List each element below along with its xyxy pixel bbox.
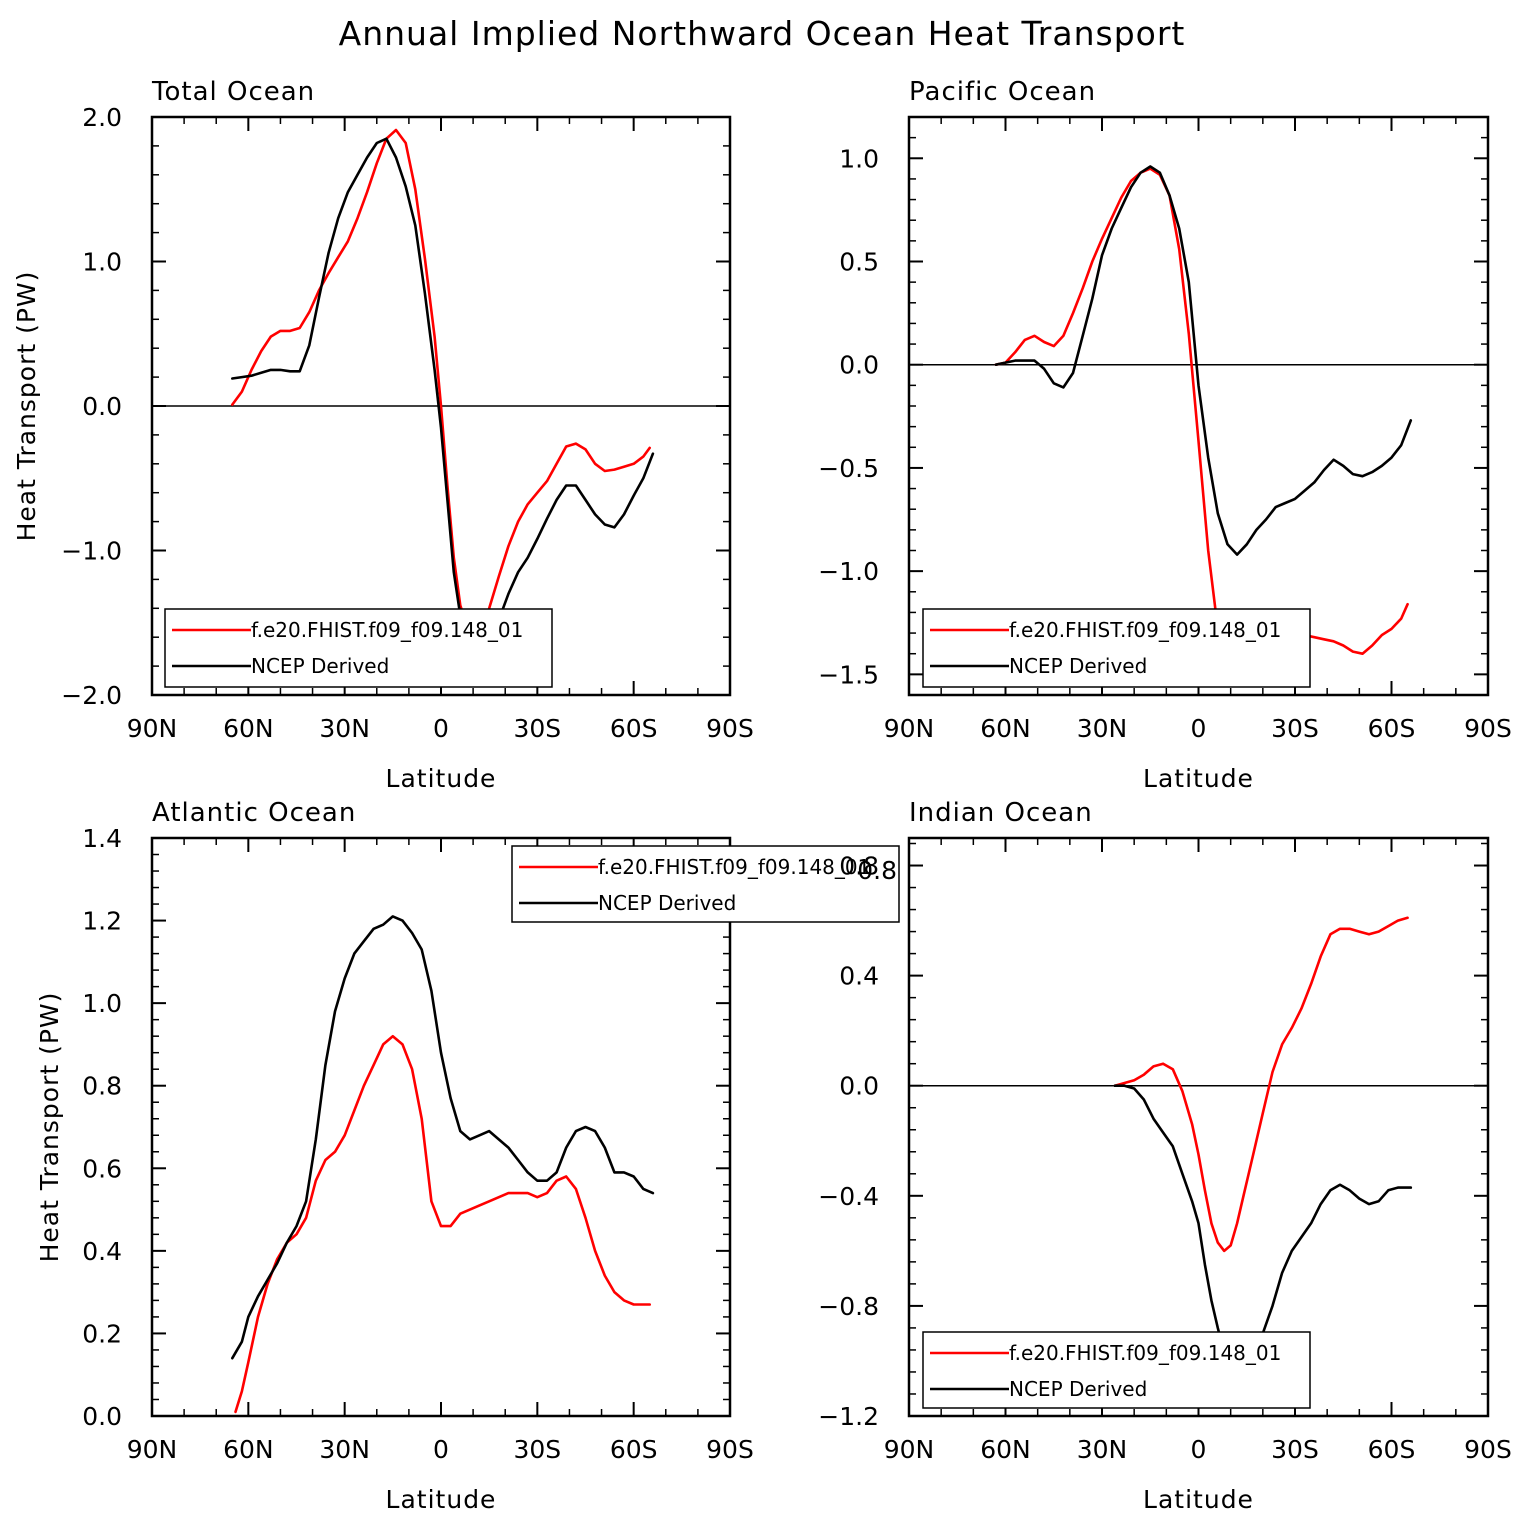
- y-tick-label: −1.5: [818, 660, 879, 689]
- x-tick-label: 60N: [980, 1435, 1031, 1464]
- y-tick-label: −0.8: [818, 1292, 879, 1321]
- x-tick-label: 60S: [1368, 1435, 1416, 1464]
- legend-box: [511, 845, 900, 923]
- x-tick-label: 30S: [513, 1435, 561, 1464]
- legend-label: NCEP Derived: [598, 891, 736, 915]
- legend: f.e20.FHIST.f09_f09.148_01 NCEP Derived: [511, 845, 900, 923]
- x-tick-label: 90S: [1464, 1435, 1512, 1464]
- x-tick-label: 0: [433, 1435, 449, 1464]
- y-tick-label: 0.2: [82, 1319, 122, 1348]
- series-line-model: [231, 128, 652, 636]
- plot-frame: [907, 836, 1490, 1418]
- x-tick-label: 30S: [1271, 714, 1319, 743]
- y-tick-label: 1.0: [82, 989, 122, 1018]
- x-axis-label: Latitude: [386, 764, 497, 793]
- y-tick-label: 1.2: [82, 907, 122, 936]
- panel-title: Total Ocean: [151, 77, 315, 107]
- legend-label: NCEP Derived: [1009, 654, 1147, 678]
- legend-box: [164, 608, 553, 688]
- legend-label: f.e20.FHIST.f09_f09.148_01: [251, 618, 523, 642]
- legend-box: [922, 1331, 1311, 1409]
- y-tick-label: −1.0: [818, 557, 879, 586]
- x-tick-label: 0: [433, 714, 449, 743]
- x-axis-label: Latitude: [1143, 764, 1254, 793]
- legend-label: f.e20.FHIST.f09_f09.148_01: [598, 855, 870, 879]
- y-tick-label: 0.0: [82, 392, 122, 421]
- series-line-model: [994, 167, 1409, 672]
- x-tick-label: 30N: [1077, 714, 1128, 743]
- y-tick-label: 0.0: [839, 351, 879, 380]
- y-tick-label: 0.6: [82, 1154, 122, 1183]
- legend-box: [922, 608, 1311, 688]
- series-line-model: [1113, 916, 1409, 1253]
- x-tick-label: 60N: [223, 714, 274, 743]
- y-tick-label: 0.4: [82, 1237, 122, 1266]
- x-tick-label: 60N: [980, 714, 1031, 743]
- y-tick-label: 1.4: [82, 824, 122, 853]
- y-tick-label: −0.4: [818, 1182, 879, 1211]
- legend: f.e20.FHIST.f09_f09.148_01 NCEP Derived: [922, 1331, 1311, 1409]
- y-tick-label: 1.0: [82, 248, 122, 277]
- legend: f.e20.FHIST.f09_f09.148_01 NCEP Derived: [164, 608, 553, 688]
- y-tick-label: 1.0: [839, 144, 879, 173]
- x-tick-label: 90S: [706, 1435, 754, 1464]
- panel-title: Pacific Ocean: [909, 77, 1096, 107]
- legend-label: f.e20.FHIST.f09_f09.148_01: [1009, 618, 1281, 642]
- page-title: Annual Implied Northward Ocean Heat Tran…: [339, 14, 1186, 53]
- chart-panel-1: 90N 60N 30N 0 30S 60S 90S −2.0 −1.0 0.0 1.0 2.0 Tota…: [12, 77, 754, 793]
- y-tick-label: 0.8: [82, 1072, 122, 1101]
- chart-panel-4: 90N 60N 30N 0 30S 60S 90S −1.2 −0.8 −0.4 0.0 0.4 0.8…: [818, 798, 1512, 1514]
- overlap-tick-label: 0.8: [857, 856, 897, 885]
- panel-title: Atlantic Ocean: [152, 798, 356, 828]
- y-tick-label: 0.0: [839, 1072, 879, 1101]
- x-tick-label: 30N: [1077, 1435, 1128, 1464]
- x-tick-label: 0: [1191, 714, 1207, 743]
- legend: f.e20.FHIST.f09_f09.148_01 NCEP Derived: [922, 608, 1311, 688]
- legend-label: NCEP Derived: [251, 654, 389, 678]
- chart-panel-2: 90N 60N 30N 0 30S 60S 90S −1.5 −1.0 −0.5 0.0 0.5 1.0…: [818, 77, 1512, 793]
- y-tick-label: −1.0: [61, 537, 122, 566]
- x-tick-label: 90S: [706, 714, 754, 743]
- series-line-model: [234, 1034, 652, 1414]
- x-tick-label: 30S: [513, 714, 561, 743]
- x-tick-label: 90N: [127, 1435, 178, 1464]
- x-tick-label: 90N: [127, 714, 178, 743]
- series-line-ncep: [231, 915, 655, 1360]
- x-tick-label: 30N: [319, 714, 370, 743]
- legend-label: f.e20.FHIST.f09_f09.148_01: [1009, 1341, 1281, 1365]
- y-tick-label: 2.0: [82, 103, 122, 132]
- x-tick-label: 0: [1191, 1435, 1207, 1464]
- panel-title: Indian Ocean: [909, 798, 1093, 828]
- legend-label: NCEP Derived: [1009, 1377, 1147, 1401]
- chart-panel-3: 90N 60N 30N 0 30S 60S 90S 0.0 0.2 0.4 0.6 0.8 1.0 1.2…: [35, 798, 900, 1514]
- y-tick-label: −1.2: [818, 1402, 879, 1431]
- x-tick-label: 30N: [319, 1435, 370, 1464]
- chart-panels: 90N 60N 30N 0 30S 60S 90S −2.0 −1.0 0.0 1.0 2.0 Tota…: [12, 77, 1512, 1514]
- x-tick-label: 90S: [1464, 714, 1512, 743]
- plot-frame: [150, 836, 732, 1418]
- x-tick-label: 30S: [1271, 1435, 1319, 1464]
- y-axis-label: Heat Transport (PW): [35, 992, 64, 1263]
- y-axis-label: Heat Transport (PW): [12, 271, 41, 542]
- x-tick-label: 90N: [884, 1435, 935, 1464]
- x-tick-label: 60S: [1368, 714, 1416, 743]
- x-tick-label: 60S: [610, 714, 658, 743]
- x-tick-label: 60N: [223, 1435, 274, 1464]
- series-line-ncep: [231, 137, 655, 651]
- y-tick-label: −0.5: [818, 454, 879, 483]
- x-axis-label: Latitude: [1143, 1485, 1254, 1514]
- y-tick-label: −2.0: [61, 681, 122, 710]
- y-tick-label: 0.5: [839, 248, 879, 277]
- y-tick-label: 0.4: [839, 962, 879, 991]
- x-tick-label: 60S: [610, 1435, 658, 1464]
- x-tick-label: 90N: [884, 714, 935, 743]
- x-axis-label: Latitude: [386, 1485, 497, 1514]
- y-tick-label: 0.0: [82, 1402, 122, 1431]
- y-tick-label: 0.8: [839, 852, 879, 881]
- series-line-ncep: [994, 165, 1413, 556]
